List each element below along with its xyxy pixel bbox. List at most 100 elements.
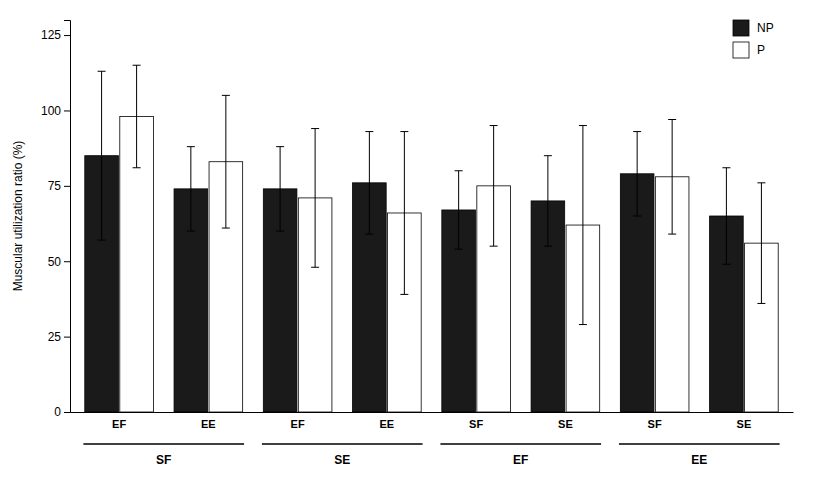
group-underline: [440, 443, 601, 445]
x-tick: SE: [737, 418, 752, 430]
error-bar-line: [133, 65, 141, 66]
error-bar-line: [133, 167, 141, 168]
group-underline: [262, 443, 423, 445]
x-tick-label: SE: [737, 418, 752, 430]
x-tick: SE: [558, 418, 573, 430]
error-bar-line: [722, 264, 730, 265]
error-bar-line: [579, 324, 587, 325]
error-bar-line: [222, 95, 230, 96]
error-bar-line: [490, 246, 498, 247]
error-bar-line: [544, 246, 552, 247]
category-groups: SFSEEFEE: [83, 444, 779, 467]
error-bar: [490, 126, 498, 247]
error-bar: [633, 132, 641, 216]
error-bar-line: [579, 125, 587, 126]
x-tick-label: EE: [380, 418, 395, 430]
error-bar-line: [98, 240, 106, 241]
error-bar-line: [311, 267, 319, 268]
x-tick: EE: [380, 418, 395, 430]
error-bar-line: [726, 168, 727, 264]
error-bar-line: [187, 231, 195, 232]
x-tick-label: SE: [558, 418, 573, 430]
y-axis-line: [64, 21, 71, 413]
error-bar-line: [101, 71, 102, 240]
error-bar-line: [225, 95, 226, 228]
x-axis: EF EE EF EE SF SE SF SE: [71, 413, 794, 430]
x-tick-label: EE: [201, 418, 216, 430]
error-bar-line: [668, 119, 676, 120]
error-bar-line: [400, 131, 408, 132]
error-bar-line: [136, 65, 137, 168]
error-bar-line: [493, 126, 494, 247]
y-tick: 25: [48, 330, 70, 344]
error-bar: [544, 156, 552, 246]
x-tick-label: SF: [648, 418, 662, 430]
error-bar-line: [276, 146, 284, 147]
x-tick-label: SF: [469, 418, 483, 430]
y-tick: 125: [41, 28, 70, 42]
y-tick-label: 75: [48, 179, 62, 193]
chart: 0255075100125EFEEEFEESFSESFSESFSEEFEEMus…: [0, 0, 813, 492]
error-bar-line: [547, 156, 548, 246]
y-axis: 0255075100125: [41, 21, 71, 420]
series: [85, 71, 743, 412]
error-bar-line: [722, 167, 730, 168]
error-bar: [757, 183, 765, 304]
error-bar: [668, 120, 676, 235]
legend: NP P: [733, 20, 774, 58]
legend-label: P: [757, 43, 765, 57]
error-bar-line: [490, 125, 498, 126]
error-bar-line: [544, 155, 552, 156]
y-tick-label: 50: [48, 255, 62, 269]
error-bar-line: [458, 171, 459, 249]
y-tick: 50: [48, 255, 70, 269]
x-axis-line: [71, 412, 794, 413]
group-label: EF: [513, 453, 528, 467]
error-bar: [222, 95, 230, 228]
y-tick-mark: [64, 337, 70, 338]
error-bar-line: [672, 120, 673, 235]
error-bar: [133, 65, 141, 168]
error-bar: [276, 147, 284, 231]
error-bar-line: [455, 170, 463, 171]
error-bar-line: [757, 182, 765, 183]
error-bar: [187, 147, 195, 231]
marks: [85, 65, 778, 412]
error-bar-line: [668, 234, 676, 235]
x-tick: EF: [112, 418, 126, 430]
group-label: EE: [691, 453, 707, 467]
error-bar: [722, 168, 730, 264]
x-tick: SF: [469, 418, 483, 430]
error-bar-line: [455, 249, 463, 250]
error-bar-line: [365, 131, 373, 132]
group-underline: [619, 443, 780, 445]
error-bar-line: [222, 228, 230, 229]
x-tick: EF: [291, 418, 305, 430]
x-tick: EE: [201, 418, 216, 430]
error-bar-line: [637, 132, 638, 216]
error-bar: [455, 171, 463, 249]
group-label: SE: [334, 453, 350, 467]
error-bar-line: [315, 129, 316, 268]
x-tick-label: EF: [112, 418, 126, 430]
y-tick-mark: [64, 110, 70, 111]
error-bar-line: [190, 147, 191, 231]
y-tick: 0: [54, 405, 70, 419]
error-bar-line: [404, 132, 405, 295]
error-bar-line: [365, 234, 373, 235]
legend-label: NP: [757, 21, 774, 35]
y-tick-mark: [64, 186, 70, 187]
y-tick-mark: [64, 261, 70, 262]
error-bar: [311, 129, 319, 268]
error-bar-line: [757, 303, 765, 304]
y-tick-label: 0: [54, 405, 61, 419]
error-bar: [98, 71, 106, 240]
error-bar-line: [761, 183, 762, 304]
y-tick-label: 25: [48, 330, 62, 344]
y-axis-title: Muscular utilization ratio (%): [11, 141, 25, 292]
error-bar-line: [633, 216, 641, 217]
y-tick: 75: [48, 179, 70, 193]
error-bar-line: [369, 132, 370, 235]
error-bar-line: [311, 128, 319, 129]
x-tick-label: EF: [291, 418, 305, 430]
